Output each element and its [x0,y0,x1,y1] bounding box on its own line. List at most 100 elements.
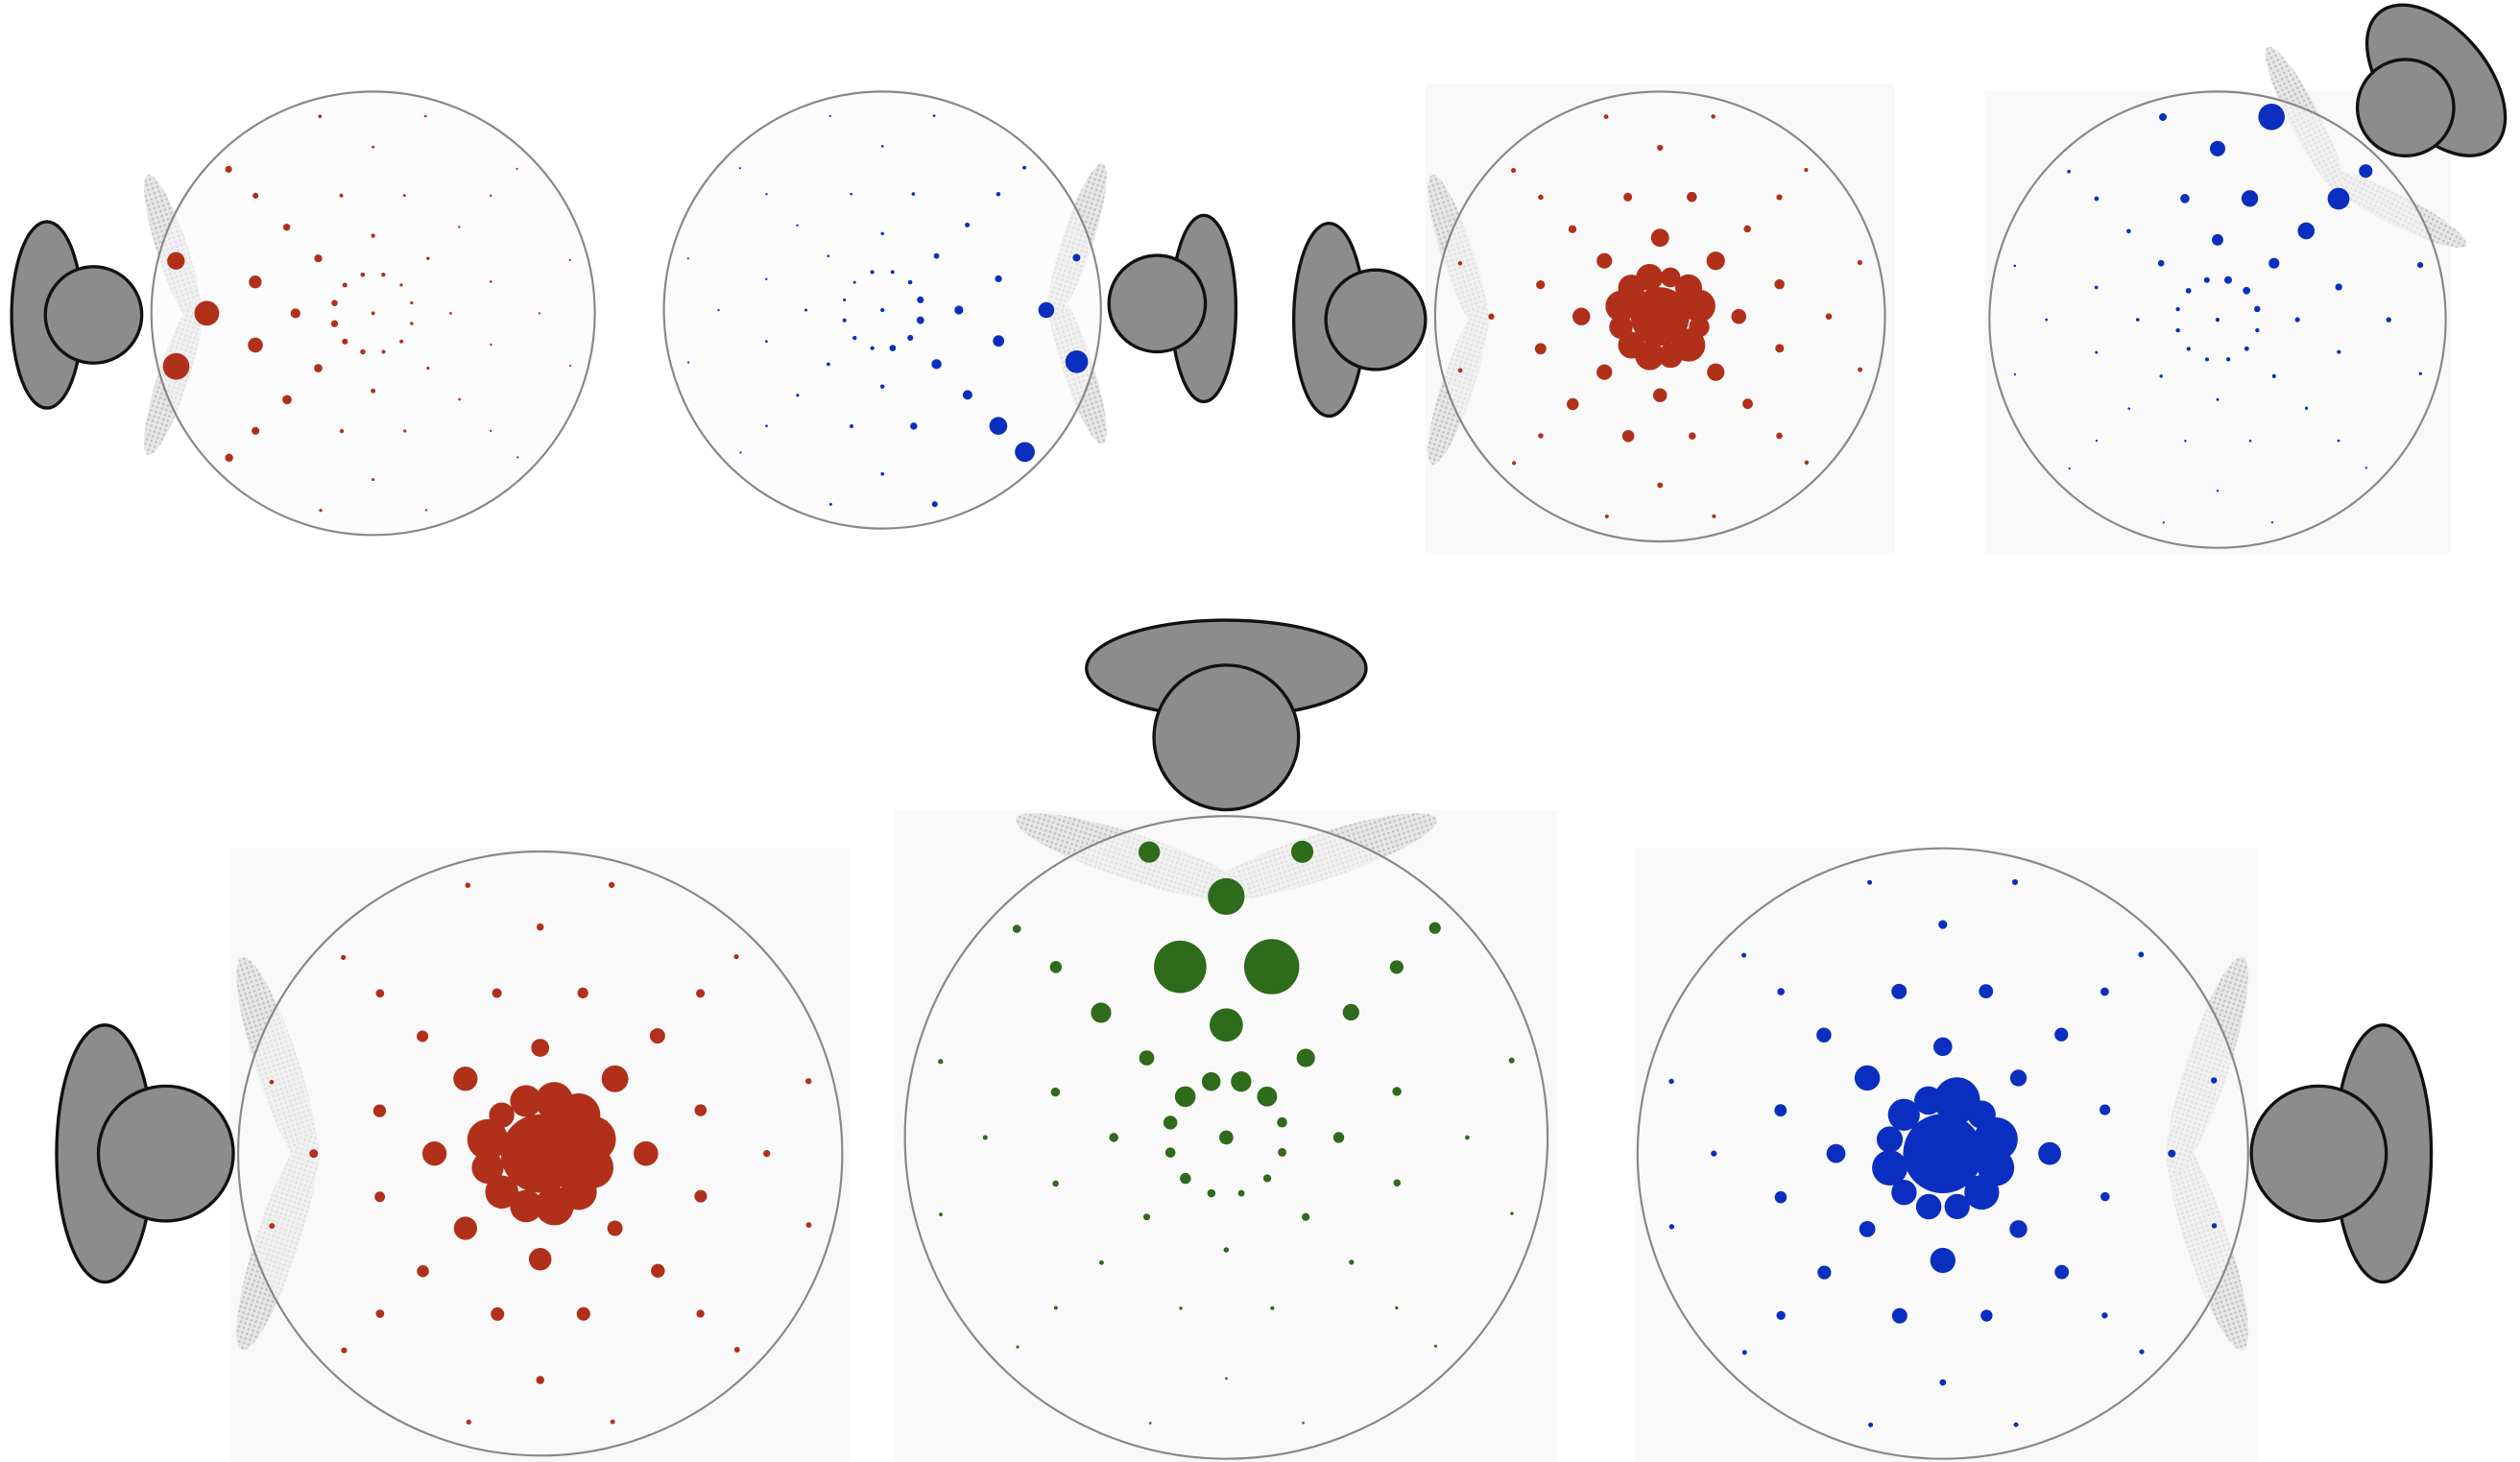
dot [1342,1003,1359,1021]
dot [649,1028,665,1044]
dot [852,335,857,341]
dot [372,478,375,482]
dot [360,272,366,277]
dot [489,429,492,433]
dot [2100,1191,2110,1202]
dot [489,1102,515,1128]
dot [2184,440,2187,443]
dot [2013,372,2017,376]
dot [907,279,913,285]
dot [1938,920,1948,929]
dot [1776,432,1783,440]
dot [381,273,386,277]
table-panel [55,850,844,1457]
dot [1296,1048,1315,1067]
dot [2248,439,2252,443]
dot [1979,984,1994,999]
dot [804,308,808,312]
dot [1660,267,1681,288]
dot [341,1347,348,1354]
dot [1053,1306,1058,1310]
dot [2013,1422,2019,1427]
dot [2418,371,2422,375]
dot [269,1079,275,1085]
dot [1510,1211,1514,1215]
dot [1776,1310,1786,1321]
dot [1876,1126,1904,1153]
dot [1868,1422,1874,1427]
dot [2270,520,2274,524]
dot [1683,289,1716,323]
dot [1465,1135,1470,1140]
dot [1536,279,1546,290]
dot [2337,439,2340,443]
dot [2255,327,2260,333]
dot [717,308,720,312]
dot [696,1309,705,1318]
person-head [1324,268,1428,371]
dot [1650,228,1669,248]
dot [2013,264,2016,268]
dot [733,1347,740,1353]
dot [2127,407,2130,410]
dot [2157,259,2165,267]
dot [2054,1264,2070,1280]
dot [535,1186,574,1226]
dot [1139,1050,1155,1066]
dot [1774,1190,1788,1204]
dot [2009,1069,2028,1087]
dot [1332,1132,1345,1143]
dot [282,223,291,231]
dot [568,364,572,368]
dot [827,254,830,258]
dot [764,340,768,343]
dot [1657,144,1664,152]
dot [1636,263,1664,292]
dot [339,193,344,198]
dot [453,1216,477,1240]
dot [1109,1133,1118,1142]
dot [1538,433,1544,439]
dot [249,276,262,289]
dot [2135,318,2140,322]
dot [2168,1149,2176,1158]
dot [1065,350,1089,373]
dot [2180,194,2190,204]
dot [1231,1071,1252,1092]
dot [569,1115,616,1163]
dot [1775,344,1785,353]
dot [402,194,406,198]
dot [1706,252,1725,271]
dot [1903,1114,1983,1194]
dot [1804,167,1809,173]
dot [2175,327,2180,333]
dot [2162,521,2165,524]
dot [1872,1150,1908,1186]
dot [1668,1224,1675,1230]
dot [372,145,375,149]
dot [933,252,940,259]
dot [694,1189,708,1203]
person-head [2249,1084,2388,1223]
dot [870,346,875,350]
dot [403,429,407,433]
dot [733,954,739,960]
dot [1777,988,1785,995]
dot [458,226,461,228]
dot [1596,364,1613,380]
dot [965,222,971,228]
dot [2258,103,2285,131]
dot [2203,276,2210,283]
dot [954,305,964,315]
dot [423,114,427,118]
dot [248,337,263,353]
table-panel [1988,3,2508,549]
dot [1915,1193,1942,1220]
dot [2215,317,2220,323]
dot [1207,1188,1216,1198]
dot [1262,1174,1272,1183]
dot [2244,346,2249,351]
dot [2067,169,2071,174]
dot [1038,301,1055,319]
